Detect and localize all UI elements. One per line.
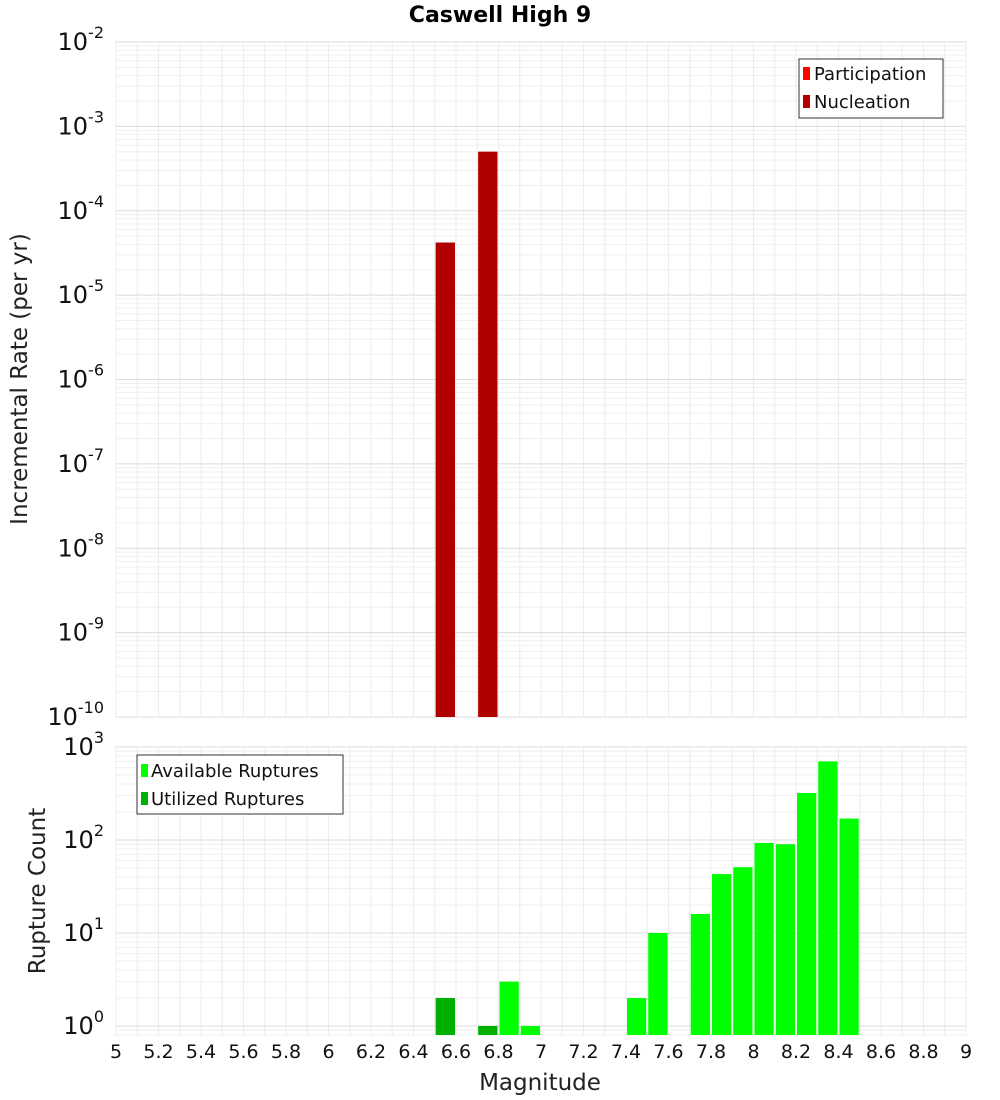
x-tick-label: 7.8 xyxy=(696,1041,726,1063)
rate-legend-box xyxy=(798,58,944,119)
x-axis-title: Magnitude xyxy=(479,1070,601,1096)
x-tick-label: 6.8 xyxy=(483,1041,513,1063)
y-tick-label: 10-4 xyxy=(58,192,105,225)
available-ruptures-bar xyxy=(520,1025,540,1035)
available-ruptures-bar xyxy=(627,997,647,1035)
count-bars xyxy=(435,761,859,1035)
y-tick-label: 103 xyxy=(63,728,104,761)
available-ruptures-bar xyxy=(499,981,519,1035)
nucleation-legend-swatch xyxy=(803,95,810,108)
chart-title: Caswell High 9 xyxy=(409,3,591,28)
available-ruptures-bar xyxy=(712,874,732,1035)
count-legend-box xyxy=(136,754,344,815)
rate-y-ticks: 10-10 10-9 10-8 10-7 10-6 10-5 10-4 10-3 10-2 xyxy=(47,23,104,731)
x-tick-label: 5.4 xyxy=(186,1041,216,1063)
x-tick-label: 6.6 xyxy=(441,1041,471,1063)
x-tick-label: 8.4 xyxy=(823,1041,853,1063)
participation-legend-label: Participation xyxy=(814,64,926,85)
x-tick-label: 7.2 xyxy=(568,1041,598,1063)
available-ruptures-bar xyxy=(754,842,774,1035)
y-tick-label: 10-2 xyxy=(58,23,105,56)
count-panel: 100 101 102 103 Rupture Count Available Rup… xyxy=(25,728,967,1040)
x-tick-labels: 5 5.2 5.4 5.6 5.8 6 6.2 6.4 6.6 6.8 7 7.2 7.4 7.6 7.8 8… xyxy=(110,1041,972,1063)
x-tick-label: 9 xyxy=(960,1041,972,1063)
x-tick-label: 8.2 xyxy=(781,1041,811,1063)
x-tick-label: 8.6 xyxy=(866,1041,896,1063)
x-tick-label: 6.2 xyxy=(356,1041,386,1063)
x-tick-label: 6 xyxy=(322,1041,334,1063)
rate-y-axis-title: Incremental Rate (per yr) xyxy=(7,233,33,525)
rate-panel: 10-10 10-9 10-8 10-7 10-6 10-5 10-4 10-3 10-2 In… xyxy=(7,23,967,731)
x-tick-label: 8.8 xyxy=(908,1041,938,1063)
y-tick-label: 10-3 xyxy=(58,107,105,140)
available-ruptures-bar xyxy=(690,914,710,1035)
x-tick-label: 5.8 xyxy=(271,1041,301,1063)
x-tick-label: 5.2 xyxy=(143,1041,173,1063)
y-tick-label: 10-9 xyxy=(58,614,105,647)
available-ruptures-bar xyxy=(818,761,838,1035)
utilized-ruptures-bar xyxy=(478,1025,498,1035)
count-legend: Available Ruptures Utilized Ruptures xyxy=(136,754,344,815)
y-tick-label: 10-6 xyxy=(58,361,105,394)
available-ruptures-bar xyxy=(797,793,817,1035)
available-ruptures-legend-label: Available Ruptures xyxy=(151,761,319,782)
available-ruptures-bar xyxy=(733,867,753,1035)
rate-gridlines xyxy=(115,41,967,718)
y-tick-label: 10-5 xyxy=(58,276,105,309)
nucleation-bar xyxy=(435,242,455,718)
x-tick-label: 6.4 xyxy=(398,1041,428,1063)
rate-legend: Participation Nucleation xyxy=(798,58,944,119)
available-ruptures-bar xyxy=(839,818,859,1035)
available-ruptures-bar xyxy=(648,932,668,1035)
x-tick-label: 8 xyxy=(747,1041,759,1063)
count-y-axis-title: Rupture Count xyxy=(25,808,51,974)
x-tick-label: 5 xyxy=(110,1041,122,1063)
count-y-ticks: 100 101 102 103 xyxy=(63,728,104,1040)
utilized-ruptures-legend-label: Utilized Ruptures xyxy=(151,789,304,810)
participation-legend-swatch xyxy=(803,67,810,80)
available-ruptures-legend-swatch xyxy=(141,764,148,777)
x-tick-label: 7.6 xyxy=(653,1041,683,1063)
utilized-ruptures-bar xyxy=(435,997,455,1035)
nucleation-legend-label: Nucleation xyxy=(814,92,910,113)
x-tick-label: 7.4 xyxy=(611,1041,641,1063)
y-tick-label: 10-7 xyxy=(58,445,105,478)
y-tick-label: 102 xyxy=(63,821,104,854)
utilized-ruptures-legend-swatch xyxy=(141,792,148,805)
available-ruptures-bar xyxy=(775,844,795,1035)
y-tick-label: 101 xyxy=(63,914,104,947)
y-tick-label: 100 xyxy=(63,1007,104,1040)
y-tick-label: 10-10 xyxy=(47,698,104,731)
x-tick-label: 5.6 xyxy=(228,1041,258,1063)
nucleation-bar xyxy=(478,151,498,717)
y-tick-label: 10-8 xyxy=(58,529,105,562)
x-tick-label: 7 xyxy=(535,1041,547,1063)
rate-bars xyxy=(435,151,498,718)
